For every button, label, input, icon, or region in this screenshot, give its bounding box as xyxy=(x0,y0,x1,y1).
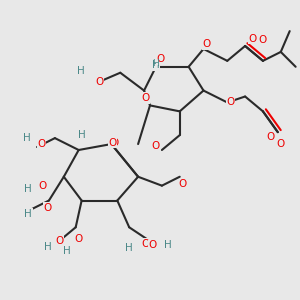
Text: H: H xyxy=(164,240,172,250)
Text: H: H xyxy=(23,133,31,143)
Text: O: O xyxy=(248,34,257,44)
Text: O: O xyxy=(277,139,285,149)
Text: O: O xyxy=(109,138,117,148)
Text: O: O xyxy=(74,234,83,244)
Text: H: H xyxy=(24,209,32,219)
Text: H: H xyxy=(24,184,32,194)
Text: O: O xyxy=(202,40,211,50)
Text: H: H xyxy=(125,243,133,253)
Text: O: O xyxy=(156,54,164,64)
Text: O: O xyxy=(141,93,150,103)
Text: O: O xyxy=(43,203,52,213)
Text: H: H xyxy=(63,246,71,256)
Text: O: O xyxy=(38,139,46,149)
Text: O: O xyxy=(226,98,234,107)
Text: H: H xyxy=(152,60,160,70)
Text: O: O xyxy=(259,35,267,45)
Text: H: H xyxy=(153,59,159,68)
Text: O: O xyxy=(95,76,104,87)
Text: O: O xyxy=(178,179,187,189)
Text: H: H xyxy=(78,130,86,140)
Text: O: O xyxy=(149,240,157,250)
Text: O: O xyxy=(55,236,64,246)
Text: O: O xyxy=(110,138,118,148)
Text: O: O xyxy=(266,132,274,142)
Text: H: H xyxy=(44,242,51,252)
Text: O: O xyxy=(39,181,47,191)
Text: O: O xyxy=(152,140,160,151)
Text: H: H xyxy=(77,66,85,76)
Text: O: O xyxy=(141,238,150,249)
